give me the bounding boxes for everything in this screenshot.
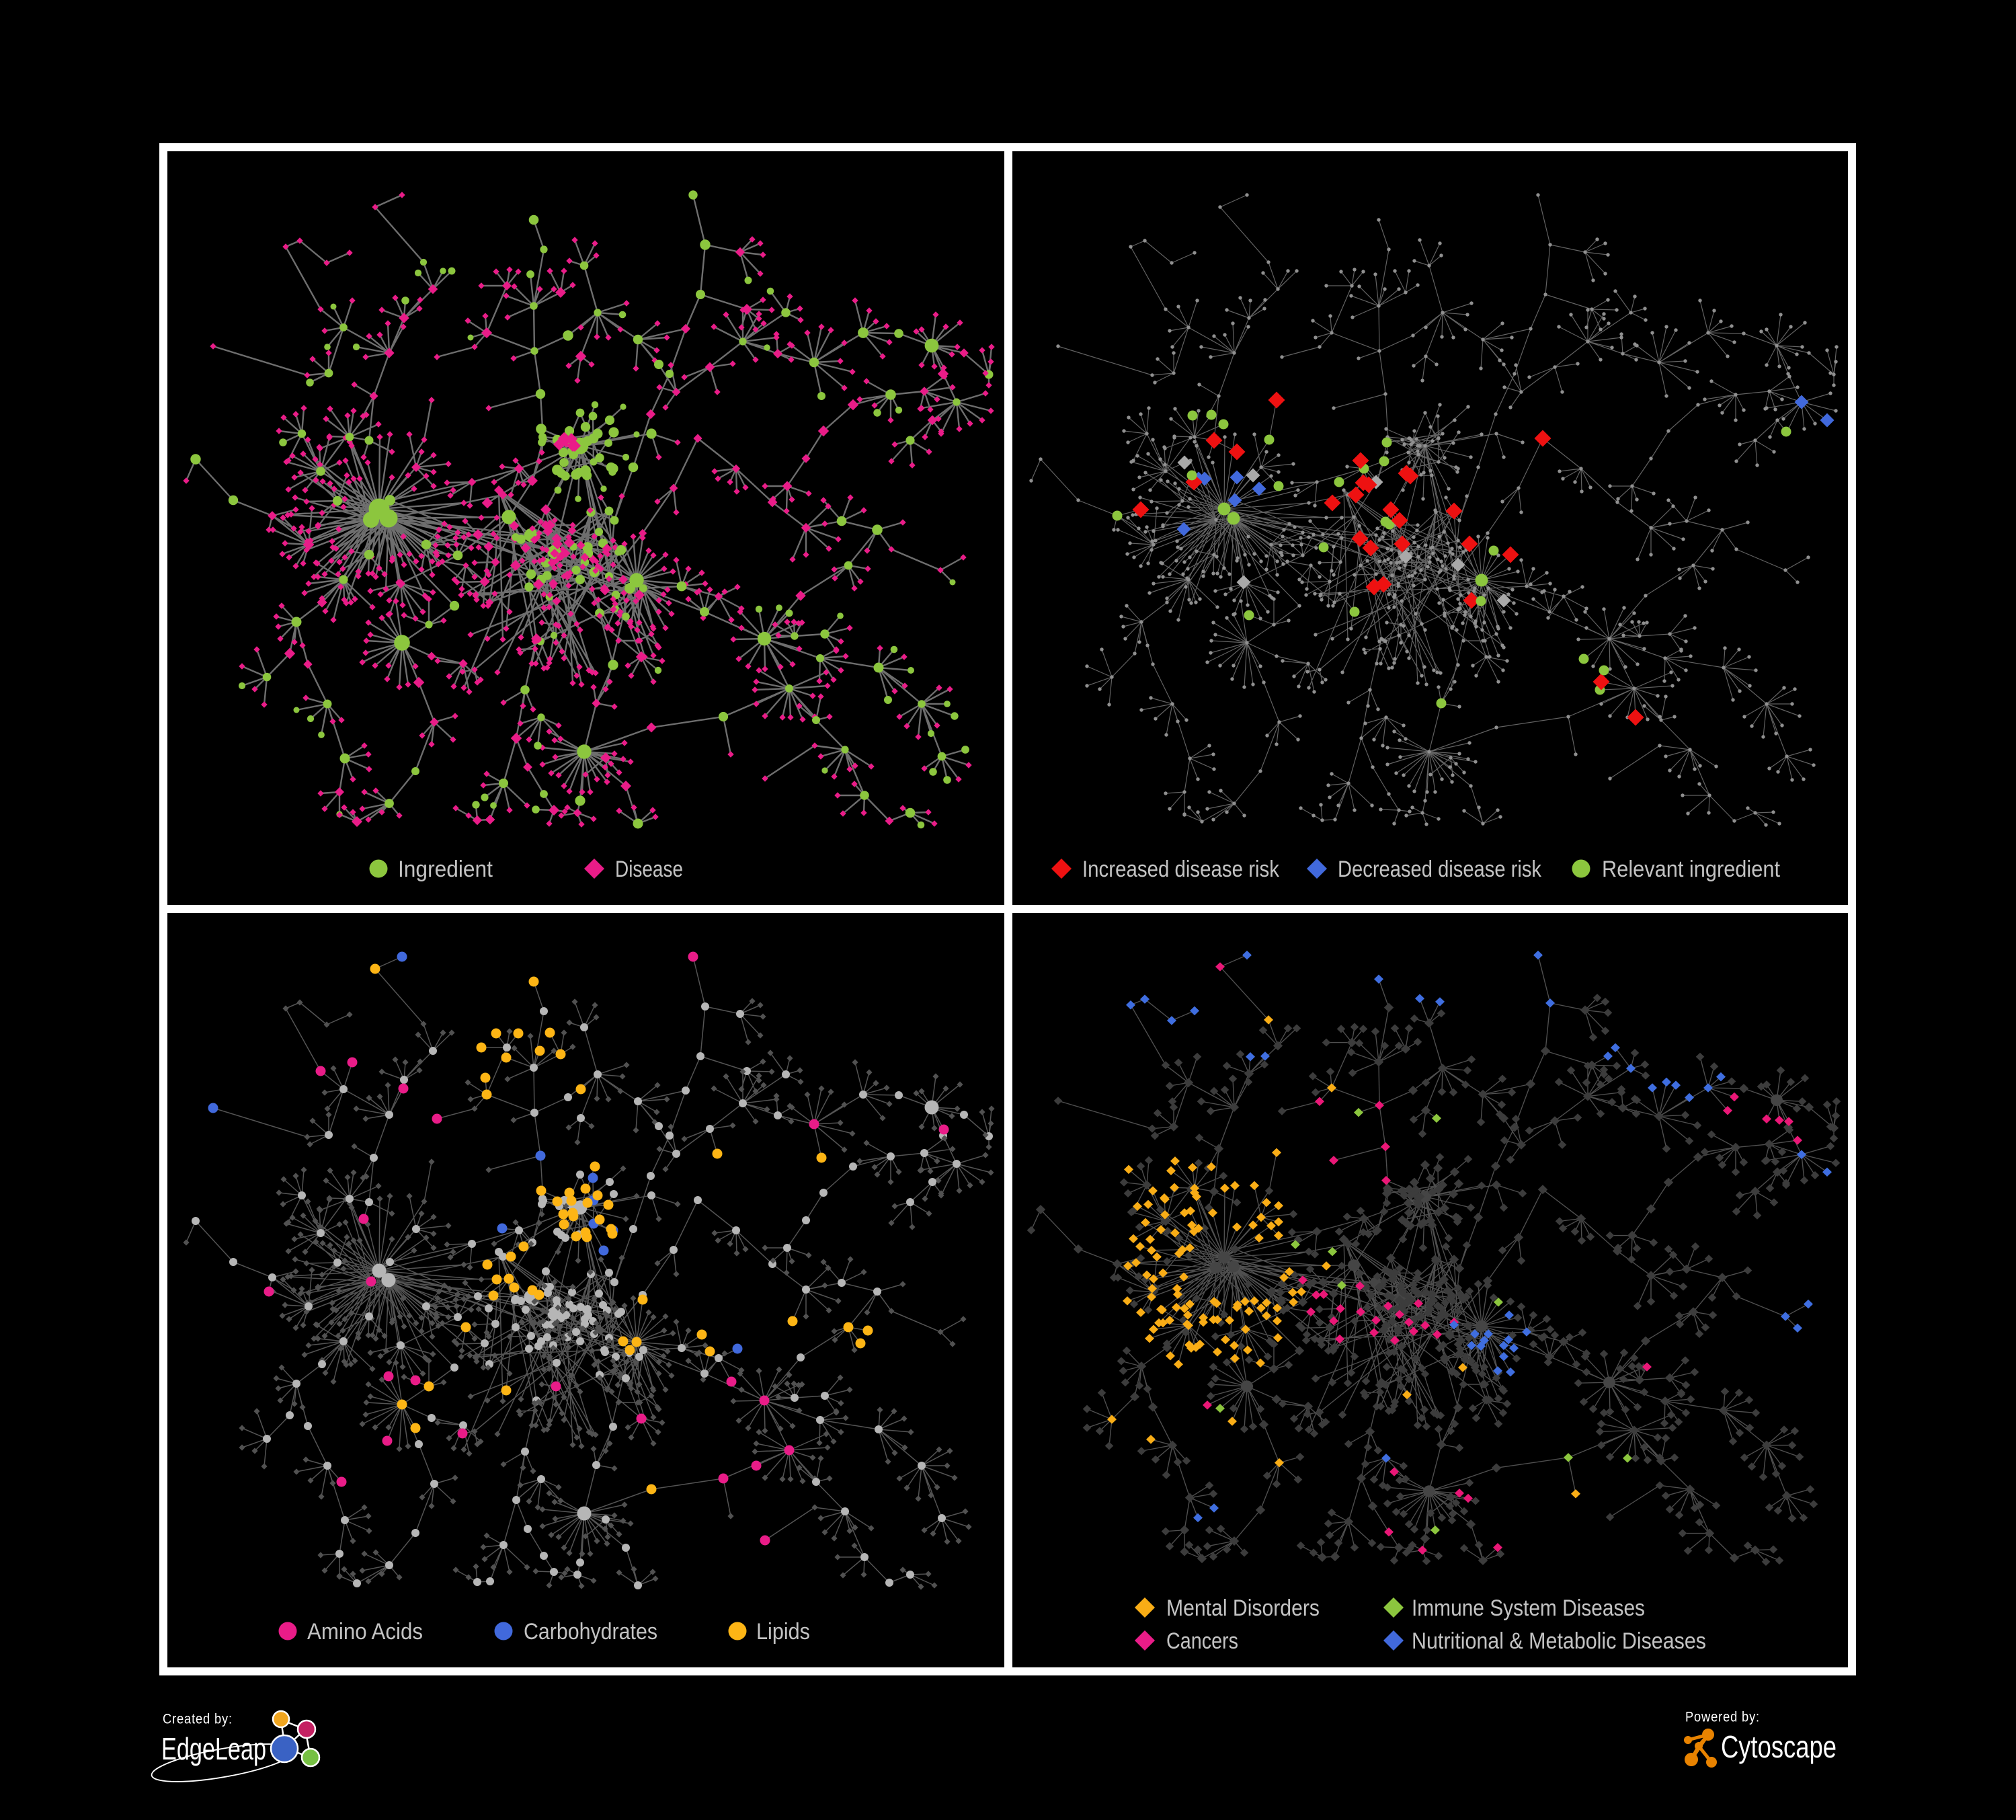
svg-text:Disease: Disease	[615, 857, 683, 882]
svg-text:Ingredient: Ingredient	[398, 857, 493, 882]
svg-text:Relevant ingredient: Relevant ingredient	[1602, 857, 1781, 882]
svg-text:Created by:: Created by:	[163, 1712, 233, 1727]
svg-text:Cytoscape: Cytoscape	[1721, 1729, 1837, 1764]
svg-text:Carbohydrates: Carbohydrates	[524, 1619, 657, 1645]
svg-text:Mental Disorders: Mental Disorders	[1166, 1595, 1320, 1621]
svg-text:Increased disease risk: Increased disease risk	[1082, 857, 1280, 882]
svg-text:Powered by:: Powered by:	[1685, 1710, 1760, 1725]
svg-text:EdgeLeap: EdgeLeap	[161, 1731, 266, 1766]
svg-text:Lipids: Lipids	[756, 1619, 810, 1645]
svg-text:Decreased disease risk: Decreased disease risk	[1338, 857, 1542, 882]
svg-text:Nutritional & Metabolic Diseas: Nutritional & Metabolic Diseases	[1412, 1628, 1706, 1654]
svg-text:Amino Acids: Amino Acids	[307, 1619, 423, 1645]
svg-text:Cancers: Cancers	[1166, 1628, 1238, 1654]
svg-text:Immune System Diseases: Immune System Diseases	[1412, 1595, 1645, 1621]
